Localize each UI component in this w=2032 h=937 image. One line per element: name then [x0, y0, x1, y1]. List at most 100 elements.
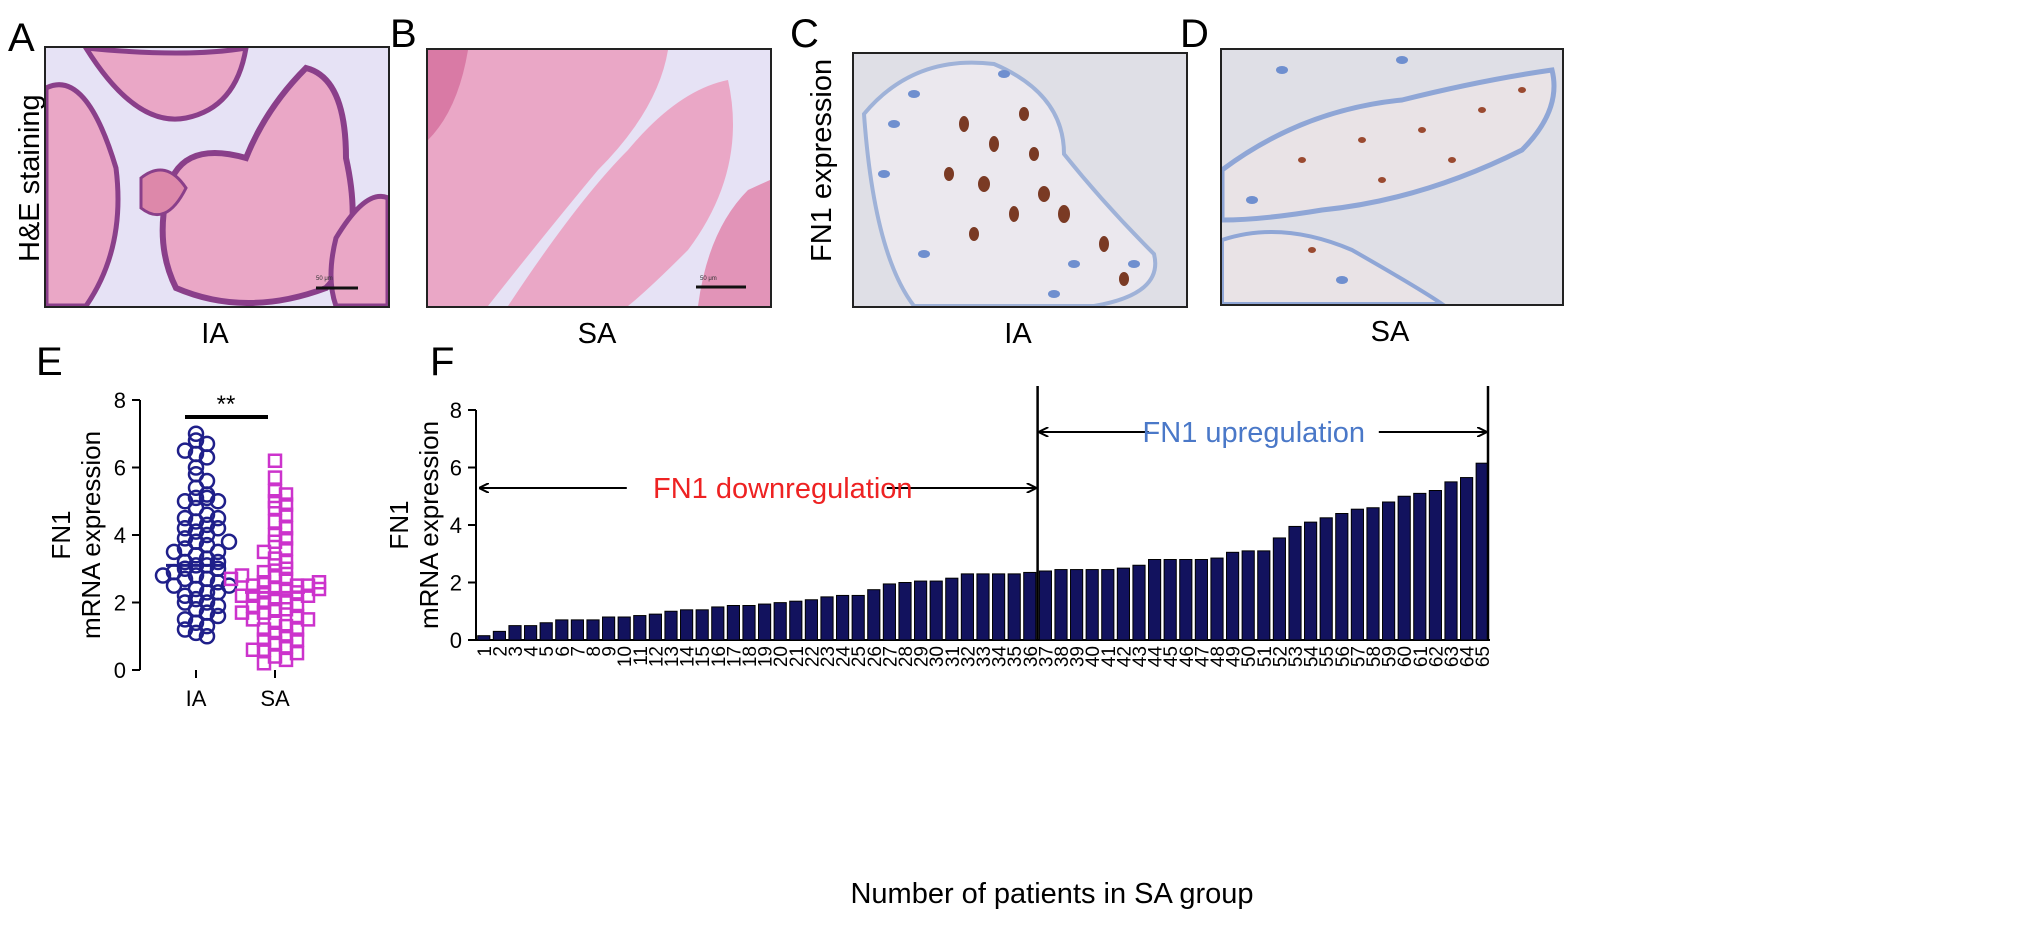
- e-point-sa-48: [278, 652, 294, 668]
- f-xtick-label-6: 6: [553, 646, 574, 657]
- panel-letter-f: F: [430, 340, 455, 384]
- f-xtick-label-10: 10: [615, 646, 636, 667]
- f-bar-24: [836, 594, 850, 641]
- f-bar-22: [804, 599, 818, 641]
- f-xtick-label-57: 57: [1348, 646, 1369, 667]
- f-bar-50: [1241, 550, 1255, 641]
- e-point-ia-63: [209, 520, 227, 537]
- panel-letter-c: C: [790, 12, 819, 56]
- f-bar-49: [1226, 551, 1240, 641]
- e-xtick-label-0: IA: [186, 686, 207, 711]
- e-point-ia-54: [176, 621, 194, 638]
- f-bar-9: [602, 616, 616, 641]
- e-point-sa-0: [267, 453, 283, 468]
- f-xtick-label-24: 24: [834, 646, 855, 668]
- ihc-image-ia: [852, 52, 1188, 308]
- f-xtick-label-34: 34: [990, 646, 1011, 668]
- f-bar-48: [1210, 557, 1224, 641]
- f-bar-37: [1038, 570, 1052, 641]
- f-down-label: FN1 downregulation: [653, 473, 913, 505]
- e-point-sa-56: [234, 588, 250, 603]
- e-point-ia-30: [176, 553, 194, 571]
- f-bar-33: [976, 573, 990, 641]
- f-bar-45: [1163, 559, 1177, 641]
- e-ytick-label-1: 2: [114, 591, 126, 616]
- f-ytick-label-2: 4: [450, 513, 462, 538]
- f-bar-51: [1257, 550, 1271, 641]
- f-bar-57: [1350, 508, 1364, 641]
- f-xtick-label-29: 29: [912, 646, 933, 667]
- e-point-ia-23: [176, 530, 194, 547]
- e-xtick-label-1: SA: [260, 686, 290, 711]
- caption-b: SA: [577, 318, 617, 350]
- f-bar-46: [1179, 559, 1193, 641]
- caption-c: IA: [1004, 318, 1032, 350]
- f-bar-62: [1428, 490, 1442, 641]
- ihc-image-sa: [1220, 48, 1564, 306]
- f-xtick-label-55: 55: [1317, 646, 1338, 667]
- he-image-ia: 50 μm: [44, 46, 390, 308]
- f-bar-58: [1366, 507, 1380, 641]
- e-point-sa-52: [278, 554, 294, 570]
- f-xtick-label-32: 32: [958, 646, 979, 667]
- f-xtick-label-35: 35: [1005, 646, 1026, 667]
- row-label-fn1: FN1 expression: [806, 58, 838, 262]
- e-point-ia-5: [198, 449, 216, 466]
- f-bar-63: [1444, 481, 1458, 641]
- f-bar-18: [742, 605, 756, 641]
- f-bar-64: [1460, 477, 1474, 641]
- e-ytick-label-3: 6: [114, 456, 126, 481]
- f-bar-31: [945, 577, 959, 641]
- f-bar-1: [477, 635, 491, 641]
- f-xtick-label-49: 49: [1224, 646, 1245, 667]
- f-xtick-label-38: 38: [1052, 646, 1073, 667]
- f-bar-19: [758, 603, 772, 641]
- f-xtick-label-48: 48: [1208, 646, 1229, 667]
- f-bar-29: [914, 580, 928, 641]
- e-point-ia-44: [176, 587, 194, 604]
- f-up-label-bg: [1148, 412, 1379, 452]
- e-point-sa-53: [300, 612, 316, 627]
- f-bar-47: [1194, 559, 1208, 641]
- e-ytick-label-0: 0: [114, 658, 126, 683]
- f-ylabel-line2: mRNA expression: [414, 421, 444, 629]
- e-point-ia-3: [176, 442, 194, 459]
- f-bar-53: [1288, 525, 1302, 641]
- f-bar-35: [1007, 573, 1021, 641]
- scatter-chart-e: 0 2 4 6 8 FN1 mRNA expression IA SA **: [46, 388, 327, 711]
- e-point-ia-45: [187, 590, 205, 608]
- f-xtick-label-30: 30: [927, 646, 948, 667]
- f-bar-7: [570, 619, 584, 641]
- f-xtick-label-53: 53: [1286, 646, 1307, 667]
- f-bar-61: [1413, 492, 1427, 641]
- f-bar-52: [1272, 537, 1286, 641]
- f-xtick-label-27: 27: [880, 646, 901, 667]
- f-bar-10: [617, 616, 631, 641]
- f-xtick-label-65: 65: [1473, 646, 1494, 667]
- f-xtick-label-13: 13: [662, 646, 683, 667]
- e-point-sa-63: [234, 605, 250, 620]
- e-point-ia-14: [209, 493, 227, 510]
- e-point-ia-12: [198, 489, 216, 507]
- f-bar-12: [648, 613, 662, 641]
- f-xtick-label-52: 52: [1270, 646, 1291, 667]
- f-xtick-label-37: 37: [1036, 646, 1057, 667]
- f-bar-8: [586, 619, 600, 641]
- f-bar-6: [555, 619, 569, 641]
- f-bar-11: [633, 615, 647, 641]
- panel-letter-d: D: [1180, 12, 1209, 56]
- f-down-label-bg: [626, 468, 887, 508]
- f-bar-15: [695, 609, 709, 641]
- f-bar-38: [1054, 569, 1068, 641]
- f-xtick-label-54: 54: [1302, 646, 1323, 668]
- f-xtick-label-22: 22: [802, 646, 823, 667]
- e-point-sa-64: [245, 642, 261, 657]
- f-xtick-label-1: 1: [475, 646, 496, 657]
- e-point-sa-58: [289, 632, 305, 647]
- e-ylabel: FN1 mRNA expression: [46, 431, 106, 639]
- f-bar-36: [1023, 571, 1037, 641]
- caption-a: IA: [201, 318, 229, 350]
- e-point-ia-61: [220, 533, 238, 550]
- e-ylabel-line2: mRNA expression: [76, 431, 106, 639]
- e-point-sa-54: [289, 622, 305, 637]
